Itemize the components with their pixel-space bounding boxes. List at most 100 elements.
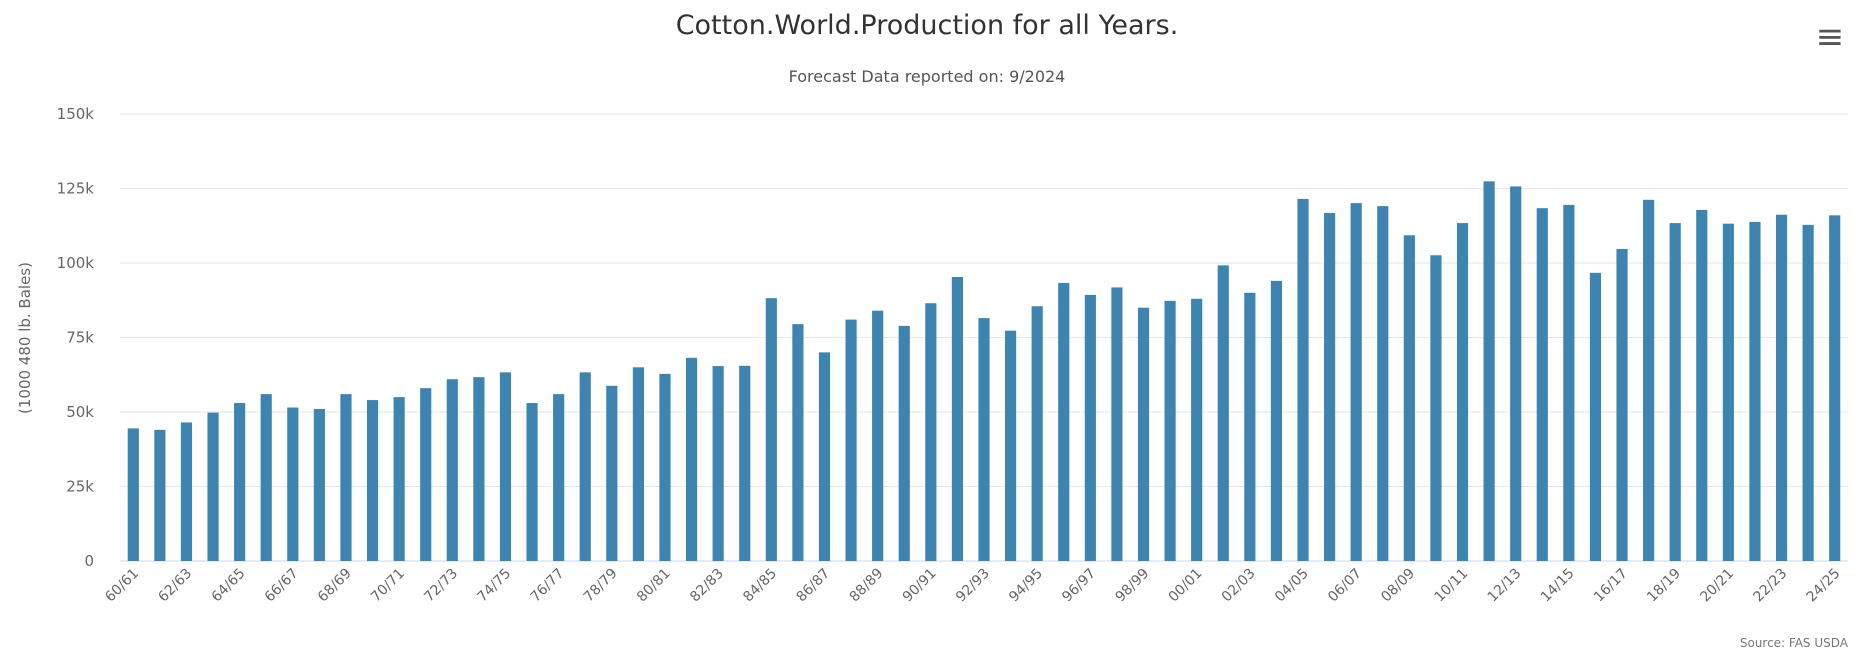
x-tick-label: 04/05 [1272,566,1312,606]
bar-03-04[interactable] [1270,280,1283,561]
bar-78-79[interactable] [606,385,618,561]
x-tick-label: 92/93 [953,566,993,606]
x-tick-label: 64/65 [209,566,249,606]
bar-67-68[interactable] [313,409,325,561]
bar-68-69[interactable] [340,394,352,561]
bar-87-88[interactable] [845,319,857,561]
bar-83-84[interactable] [739,365,751,561]
x-tick-label: 80/81 [634,566,674,606]
bar-91-92[interactable] [951,277,963,561]
bar-85-86[interactable] [792,324,804,561]
bar-79-80[interactable] [632,367,644,561]
bar-96-97[interactable] [1084,294,1096,561]
bar-15-16[interactable] [1589,272,1602,561]
bar-24-25[interactable] [1829,215,1841,561]
bar-16-17[interactable] [1616,248,1628,562]
bar-11-12[interactable] [1483,181,1495,561]
x-tick-label: 62/63 [155,566,195,606]
y-tick-label: 100k [57,254,95,272]
bar-75-76[interactable] [526,403,538,561]
bar-97-98[interactable] [1111,287,1123,561]
y-tick-label: 150k [57,105,95,123]
bar-63-64[interactable] [207,412,219,561]
bar-92-93[interactable] [978,318,990,561]
source-credits[interactable]: Source: FAS USDA [1739,636,1848,650]
y-tick-label: 0 [84,552,94,570]
hamburger-menu-icon[interactable]: ≡ [1815,17,1845,57]
bar-90-91[interactable] [925,303,937,561]
x-tick-label: 84/85 [740,566,780,606]
x-tick-label: 82/83 [687,566,727,606]
x-tick-label: 18/19 [1644,566,1684,606]
bar-19-20[interactable] [1696,209,1708,561]
bar-18-19[interactable] [1669,223,1681,561]
bar-65-66[interactable] [260,394,272,561]
bar-10-11[interactable] [1456,223,1469,561]
bar-13-14[interactable] [1536,208,1548,562]
bar-99-00[interactable] [1164,300,1176,561]
x-tick-label: 16/17 [1591,566,1631,606]
bar-74-75[interactable] [499,372,512,561]
x-tick-label: 12/13 [1485,566,1525,606]
y-tick-label: 25k [66,478,94,496]
bar-95-96[interactable] [1058,282,1070,561]
bar-66-67[interactable] [287,407,299,561]
bar-81-82[interactable] [685,357,698,561]
bar-00-01[interactable] [1191,298,1203,561]
bar-20-21[interactable] [1722,223,1734,561]
x-tick-label: 10/11 [1431,566,1471,606]
x-tick-label: 78/79 [581,566,621,606]
bar-98-99[interactable] [1137,307,1150,561]
x-tick-label: 22/23 [1751,566,1791,606]
bar-07-08[interactable] [1377,206,1389,561]
bar-60-61[interactable] [127,428,139,561]
bar-05-06[interactable] [1324,212,1336,561]
bar-02-03[interactable] [1244,292,1256,561]
x-tick-label: 68/69 [315,566,355,606]
bar-89-90[interactable] [898,325,910,561]
bar-80-81[interactable] [659,373,671,561]
x-tick-label: 74/75 [474,566,514,606]
bar-09-10[interactable] [1430,255,1442,561]
y-tick-label: 125k [57,180,95,198]
bar-23-24[interactable] [1802,224,1814,562]
y-axis-label: (1000 480 lb. Bales) [16,262,34,414]
bar-12-13[interactable] [1510,186,1522,561]
bar-01-02[interactable] [1217,265,1229,561]
bar-22-23[interactable] [1775,214,1788,561]
bar-77-78[interactable] [579,372,591,561]
x-tick-label: 90/91 [900,566,940,606]
y-tick-label: 50k [66,403,94,421]
bar-17-18[interactable] [1643,199,1655,561]
bar-06-07[interactable] [1350,203,1362,561]
bar-04-05[interactable] [1297,198,1309,561]
bar-64-65[interactable] [234,403,246,561]
x-tick-label: 76/77 [528,566,568,606]
bar-62-63[interactable] [180,422,193,561]
bar-61-62[interactable] [154,429,166,561]
bar-86-87[interactable] [818,352,831,561]
bar-76-77[interactable] [553,394,565,561]
bar-88-89[interactable] [872,310,884,561]
x-tick-label: 66/67 [262,566,302,606]
bar-73-74[interactable] [473,377,485,561]
y-axis-ticks: 0 25k 50k 75k 100k 125k 150k [57,105,95,570]
bar-71-72[interactable] [420,388,432,561]
bar-93-94[interactable] [1005,330,1017,561]
bar-94-95[interactable] [1031,306,1043,561]
x-tick-label: 86/87 [793,566,833,606]
x-tick-label: 60/61 [102,566,142,606]
bar-08-09[interactable] [1403,235,1415,562]
bar-84-85[interactable] [765,298,777,561]
bar-72-73[interactable] [446,379,458,561]
bar-70-71[interactable] [393,397,405,561]
x-tick-label: 94/95 [1006,566,1046,606]
bar-21-22[interactable] [1749,221,1761,561]
x-tick-label: 20/21 [1697,566,1737,606]
x-tick-label: 02/03 [1219,566,1259,606]
bar-82-83[interactable] [712,366,724,561]
x-axis-ticks: 60/61 62/63 64/65 66/67 68/69 70/71 72/73 74/75… [102,566,1843,606]
bar-14-15[interactable] [1563,204,1575,561]
bar-69-70[interactable] [366,400,379,561]
